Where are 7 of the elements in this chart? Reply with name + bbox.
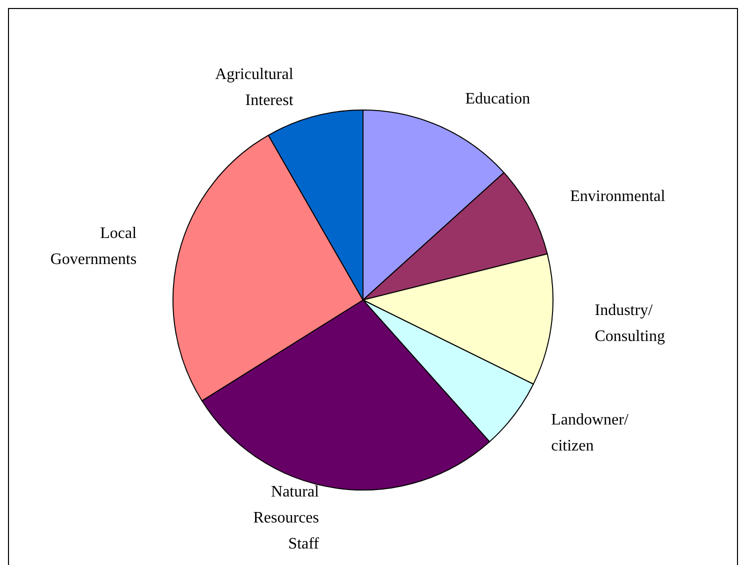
slice-label: Landowner/ citizen	[551, 412, 629, 455]
slice-label: Agricultural Interest	[215, 66, 294, 109]
slice-label: Environmental	[570, 188, 666, 205]
slice-label: Education	[465, 90, 530, 108]
slice-label: Natural Resources Staff	[253, 483, 320, 552]
slice-label: Industry/ Consulting	[594, 302, 665, 345]
slice-label: Local Governments	[50, 225, 138, 268]
